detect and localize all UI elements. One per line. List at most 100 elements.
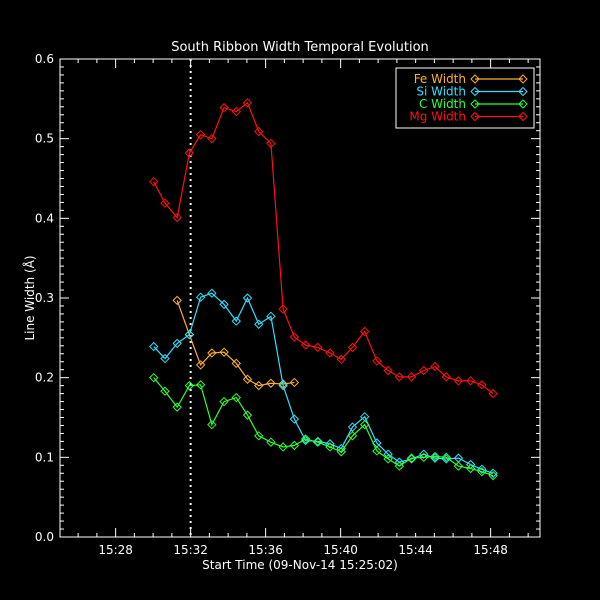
fe-width-legend-marker: [470, 74, 480, 84]
si-width-legend-marker: [470, 86, 480, 97]
si-width-marker: [254, 319, 264, 329]
c-width-marker: [289, 440, 300, 451]
c-width-marker: [383, 454, 393, 464]
mg-width-marker: [300, 340, 311, 350]
x-tick-label: 15:36: [248, 543, 283, 557]
si-width-marker: [242, 293, 253, 303]
c-width-marker: [313, 437, 323, 447]
mg-width-marker: [477, 380, 487, 390]
c-width-marker: [453, 461, 464, 471]
fe-width-marker: [242, 374, 253, 384]
si-width-marker: [419, 449, 429, 459]
mg-width-marker: [325, 348, 335, 358]
legend-label: Fe Width: [414, 72, 466, 86]
c-width-marker: [160, 386, 170, 396]
mg-width-marker: [149, 176, 159, 187]
c-width-line: [153, 377, 494, 477]
mg-width-marker: [254, 126, 264, 137]
mg-width-marker: [219, 102, 229, 113]
fe-width-marker: [172, 295, 182, 306]
si-width-marker: [383, 449, 393, 459]
mg-width-marker: [172, 212, 182, 223]
y-tick-label: 0.3: [35, 291, 54, 305]
si-width-marker: [289, 414, 300, 424]
mg-width-legend-marker: [470, 111, 480, 122]
c-width-marker: [231, 392, 241, 403]
fe-width-line: [176, 300, 295, 387]
c-width-marker: [419, 452, 429, 463]
c-width-marker: [172, 402, 182, 412]
legend-label: Mg Width: [409, 110, 466, 124]
c-width-marker: [336, 447, 346, 457]
c-width-marker: [254, 431, 264, 441]
si-width-marker: [219, 299, 229, 310]
mg-width-marker: [207, 133, 217, 144]
c-width-marker: [488, 470, 498, 481]
fe-width-marker: [254, 380, 264, 391]
fe-width-marker: [231, 358, 241, 369]
mg-width-marker: [465, 376, 476, 386]
c-width-marker: [477, 466, 487, 477]
mg-width-marker: [441, 372, 451, 382]
c-width-marker: [406, 453, 417, 463]
c-width-marker: [149, 372, 159, 383]
chart-title: South Ribbon Width Temporal Evolution: [171, 40, 429, 55]
c-width-marker: [372, 446, 382, 456]
si-width-marker: [477, 464, 487, 474]
mg-width-marker: [184, 148, 195, 158]
si-width-marker: [325, 439, 335, 449]
mg-width-line: [153, 101, 494, 395]
mg-width-marker: [453, 376, 464, 386]
mg-width-marker: [419, 365, 429, 376]
x-axis-label: Start Time (09-Nov-14 15:25:02): [202, 558, 398, 572]
mg-width-legend-marker: [518, 111, 528, 122]
si-width-line: [153, 292, 494, 474]
si-width-marker: [266, 311, 276, 322]
mg-width-marker: [242, 98, 253, 108]
si-width-marker: [195, 292, 206, 302]
y-tick-label: 0.6: [35, 52, 54, 66]
fe-width-marker: [207, 348, 217, 358]
si-width-legend-marker: [518, 86, 528, 97]
c-width-legend-marker: [518, 99, 528, 109]
fe-width-marker: [278, 379, 288, 389]
mg-width-marker: [266, 138, 276, 149]
c-width-marker: [219, 396, 229, 407]
si-width-marker: [160, 353, 170, 364]
c-width-marker: [394, 461, 405, 471]
mg-width-marker: [406, 372, 417, 382]
c-width-marker: [300, 434, 311, 444]
si-width-marker: [278, 380, 288, 391]
si-width-marker: [149, 341, 159, 352]
mg-width-marker: [313, 342, 323, 353]
legend-box: [395, 67, 535, 129]
y-tick-label: 0.1: [35, 450, 54, 464]
c-width-legend-marker: [470, 99, 480, 109]
c-width-marker: [347, 431, 358, 441]
si-width-marker: [184, 329, 195, 340]
mg-width-marker: [347, 342, 358, 353]
c-width-marker: [242, 410, 253, 420]
c-width-marker: [266, 437, 276, 447]
x-tick-label: 15:28: [98, 543, 133, 557]
x-tick-label: 15:40: [323, 543, 358, 557]
c-width-marker: [195, 380, 206, 390]
fe-width-marker: [266, 378, 276, 388]
mg-width-marker: [278, 304, 288, 314]
mg-width-marker: [372, 356, 382, 366]
si-width-marker: [207, 288, 217, 298]
mg-width-marker: [359, 326, 370, 337]
si-width-marker: [231, 316, 241, 326]
legend-label: Si Width: [416, 85, 466, 99]
mg-width-marker: [394, 372, 405, 382]
y-tick-label: 0.2: [35, 371, 54, 385]
si-width-marker: [313, 436, 323, 447]
mg-width-marker: [430, 361, 440, 372]
fe-width-marker: [219, 347, 229, 357]
c-width-marker: [207, 419, 217, 430]
c-width-marker: [184, 380, 195, 391]
si-width-marker: [488, 468, 498, 478]
si-width-marker: [347, 422, 358, 432]
mg-width-marker: [383, 365, 393, 376]
